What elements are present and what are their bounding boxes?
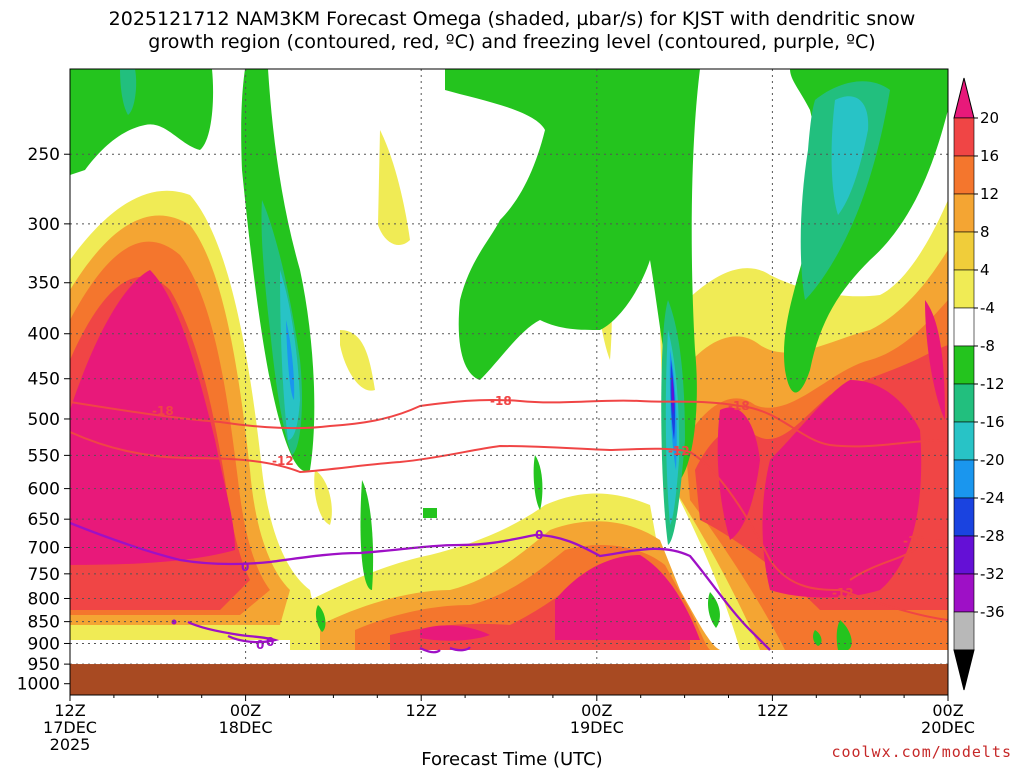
- y-tick-label-800: 800: [28, 589, 60, 609]
- colorbar-box-4: [953, 269, 975, 309]
- x-tick-label-4-0: 12Z: [757, 701, 788, 720]
- omega-shading-violet: [671, 375, 675, 415]
- dgz-contour-labels: -18 -12 -18 -12 -18 -12 -12: [152, 394, 925, 600]
- chart-title-line2: growth region (contoured, red, ºC) and f…: [148, 31, 876, 53]
- colorbar-label-20: 20: [980, 109, 999, 127]
- colorbar-box-9: [953, 459, 975, 499]
- dgz-label-3: -18: [490, 394, 512, 408]
- colorbar-top-triangle: [953, 77, 975, 119]
- dgz-label-5: -18: [728, 399, 750, 413]
- omega-shading-magenta: [70, 270, 945, 641]
- x-axis-label: Forecast Time (UTC): [421, 749, 602, 768]
- y-tick-label-300: 300: [28, 215, 60, 235]
- colorbar-box-8: [953, 421, 975, 461]
- y-tick-label-850: 850: [28, 613, 60, 633]
- x-tick-label-5-0: 00Z: [932, 701, 963, 720]
- dgz-label-2: -12: [272, 454, 294, 468]
- freezing-label-3: 0: [256, 638, 264, 652]
- y-tick-label-550: 550: [28, 446, 60, 466]
- colorbar-label--28: -28: [980, 527, 1005, 545]
- dgz-contour-minus12-east: [849, 539, 948, 581]
- colorbar-box-10: [953, 497, 975, 537]
- x-tick-label-3-0: 00Z: [581, 701, 612, 720]
- chart-title-line1: 2025121712 NAM3KM Forecast Omega (shaded…: [108, 8, 916, 30]
- y-tick-label-950: 950: [28, 655, 60, 675]
- x-tick-label-0-2: 2025: [50, 735, 91, 754]
- freezing-contour-low: [187, 620, 280, 644]
- ground-below-surface: [70, 664, 948, 695]
- colorbar-box-12: [953, 573, 975, 613]
- y-tick-label-900: 900: [28, 634, 60, 654]
- y-tick-label-1000: 1000: [17, 675, 60, 695]
- y-tick-label-500: 500: [28, 410, 60, 430]
- dgz-contours: [70, 398, 948, 621]
- colorbar-box-6: [953, 345, 975, 385]
- colorbar-label--8: -8: [980, 337, 995, 355]
- colorbar-box-2: [953, 193, 975, 233]
- colorbar-bottom-triangle: [953, 649, 975, 691]
- colorbar-label-16: 16: [980, 147, 999, 165]
- y-tick-label-700: 700: [28, 538, 60, 558]
- colorbar: 20 16 12 8 4 -4 -8 -12 -16 -20 -24 -28 -32 -36: [953, 77, 1005, 691]
- colorbar-label--12: -12: [980, 375, 1005, 393]
- freezing-level-contours: [70, 521, 771, 654]
- colorbar-label--20: -20: [980, 451, 1005, 469]
- x-tick-label-2-0: 12Z: [406, 701, 437, 720]
- x-tick-label-0-0: 12Z: [54, 701, 85, 720]
- colorbar-box-5: [953, 307, 975, 347]
- y-axis: 2503003504004505005506006507007508008509…: [17, 145, 70, 695]
- x-tick-label-3-1: 19DEC: [570, 718, 624, 737]
- colorbar-label--4: -4: [980, 299, 995, 317]
- freezing-contour-main: [70, 521, 771, 651]
- colorbar-box-0: [953, 117, 975, 157]
- colorbar-label-8: 8: [980, 223, 990, 241]
- colorbar-box-3: [953, 231, 975, 271]
- colorbar-label-12: 12: [980, 185, 999, 203]
- y-tick-label-250: 250: [28, 145, 60, 165]
- freezing-contour-small-1: [419, 646, 441, 654]
- colorbar-label--16: -16: [980, 413, 1005, 431]
- y-tick-label-600: 600: [28, 480, 60, 500]
- freezing-label-4: 0: [266, 635, 274, 649]
- colorbar-label-4: 4: [980, 261, 990, 279]
- dgz-contour-minus12: [70, 431, 948, 621]
- colorbar-label--32: -32: [980, 565, 1005, 583]
- y-tick-label-650: 650: [28, 510, 60, 530]
- x-tick-label-0-1: 17DEC: [43, 718, 97, 737]
- colorbar-label--24: -24: [980, 489, 1005, 507]
- y-tick-label-400: 400: [28, 325, 60, 345]
- dgz-contour-minus18: [70, 398, 948, 448]
- x-tick-label-1-1: 18DEC: [219, 718, 273, 737]
- y-tick-label-450: 450: [28, 370, 60, 390]
- x-tick-label-1-0: 00Z: [230, 701, 261, 720]
- freezing-contour-small-2: [449, 646, 471, 652]
- y-tick-label-750: 750: [28, 565, 60, 585]
- colorbar-label--36: -36: [980, 603, 1005, 621]
- colorbar-box-7: [953, 383, 975, 423]
- dgz-label-1: -18: [152, 404, 174, 418]
- dgz-label-4: -12: [668, 444, 690, 458]
- colorbar-box-13: [953, 611, 975, 651]
- y-tick-label-350: 350: [28, 274, 60, 294]
- dgz-label-7: -12: [903, 534, 925, 548]
- colorbar-box-11: [953, 535, 975, 575]
- dgz-label-6: -12: [832, 586, 854, 600]
- colorbar-box-1: [953, 155, 975, 195]
- freezing-label-2: 0: [535, 528, 543, 542]
- x-tick-label-5-1: 20DEC: [921, 718, 975, 737]
- credit-text: coolwx.com/modelts: [831, 743, 1012, 761]
